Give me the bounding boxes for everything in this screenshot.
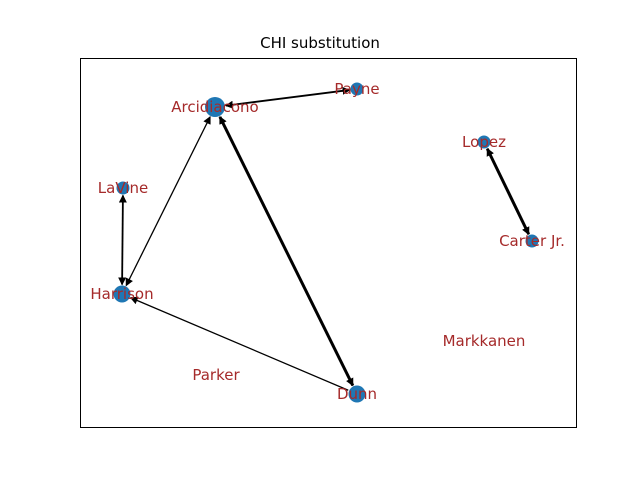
node-marker-lopez [477,135,491,149]
node-label-parker: Parker [192,366,240,384]
node-label-markkanen: Markkanen [443,332,526,350]
node-label-payne: Payne [334,80,379,98]
node-marker-dunn [348,385,366,403]
edge-dunn-harrison [129,296,349,391]
node-label-carter: Carter Jr. [499,232,565,250]
edges-layer [118,86,531,391]
labels-layer: Arcidiacono Payne Lopez LaVine Carter Jr. Har… [90,80,565,403]
edge-arcidiacono-harrison [125,115,211,287]
node-label-lopez: Lopez [462,133,506,151]
node-label-dunn: Dunn [337,385,377,403]
edge-lopez-carter [485,147,531,236]
node-marker-harrison [113,285,131,303]
node-label-lavine: LaVine [98,179,148,197]
node-label-harrison: Harrison [90,285,153,303]
node-marker-arcidiacono [205,97,225,117]
nodes-layer [113,82,539,403]
node-label-arcidiacono: Arcidiacono [171,98,259,116]
edge-lavine-harrison [118,194,127,286]
edge-arcidiacono-payne [224,86,351,109]
node-marker-payne [350,82,364,96]
edge-arcidiacono-dunn [218,115,355,387]
plot-frame [80,58,577,428]
node-marker-lavine [116,181,130,195]
diagram-title: CHI substitution [260,34,380,52]
node-marker-carter [525,234,539,248]
